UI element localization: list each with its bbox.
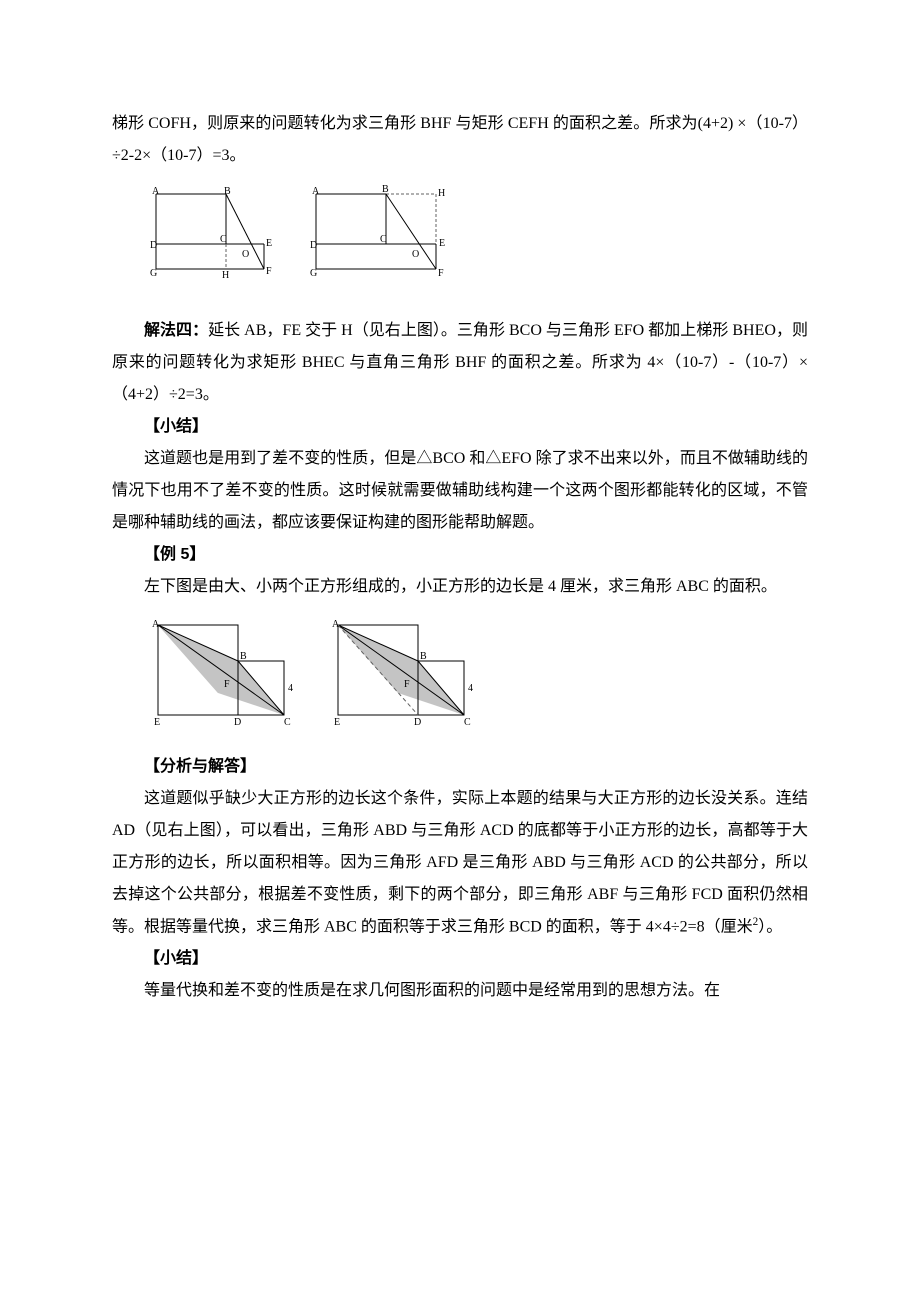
method4-text: 延长 AB，FE 交于 H（见右上图）。三角形 BCO 与三角形 EFO 都加上… <box>112 322 808 403</box>
label-O: O <box>242 249 249 260</box>
paragraph-method4: 解法四：延长 AB，FE 交于 H（见右上图）。三角形 BCO 与三角形 EFO… <box>112 315 808 411</box>
label-B: B <box>420 651 427 662</box>
label-C: C <box>220 234 227 245</box>
label-G: G <box>310 268 317 279</box>
label-C: C <box>380 234 387 245</box>
paragraph-analysis: 这道题似乎缺少大正方形的边长这个条件，实际上本题的结果与大正方形的边长没关系。连… <box>112 783 808 943</box>
figure-1-left: A B C D E F G H O <box>146 184 286 299</box>
analysis-text-b: ）。 <box>758 918 782 935</box>
label-C: C <box>464 717 471 728</box>
label-C: C <box>284 717 291 728</box>
label-E: E <box>154 717 160 728</box>
figure-1-right: A B H C D E F G O <box>306 184 466 299</box>
label-side: 4 <box>288 683 293 694</box>
document-page: 梯形 COFH，则原来的问题转化为求三角形 BHF 与矩形 CEFH 的面积之差… <box>0 0 920 1302</box>
analysis-text-a: 这道题似乎缺少大正方形的边长这个条件，实际上本题的结果与大正方形的边长没关系。连… <box>112 790 808 935</box>
label-E: E <box>439 238 445 249</box>
heading-summary-2: 【小结】 <box>112 943 808 975</box>
paragraph-summary-2: 等量代换和差不变的性质是在求几何图形面积的问题中是经常用到的思想方法。在 <box>112 975 808 1007</box>
label-B: B <box>240 651 247 662</box>
label-E: E <box>266 238 272 249</box>
label-E: E <box>334 717 340 728</box>
paragraph-summary-1: 这道题也是用到了差不变的性质，但是△BCO 和△EFO 除了求不出来以外，而且不… <box>112 443 808 539</box>
label-A: A <box>332 619 340 630</box>
method4-label: 解法四： <box>144 322 208 339</box>
label-B: B <box>382 184 389 195</box>
heading-analysis: 【分析与解答】 <box>112 751 808 783</box>
label-side: 4 <box>468 683 473 694</box>
label-A: A <box>152 619 160 630</box>
figure-row-2: A B C D E F 4 A B <box>146 615 808 735</box>
paragraph-example-5: 左下图是由大、小两个正方形组成的，小正方形的边长是 4 厘米，求三角形 ABC … <box>112 571 808 603</box>
label-O: O <box>412 249 419 260</box>
figure-row-1: A B C D E F G H O <box>146 184 808 299</box>
figure-2-left: A B C D E F 4 <box>146 615 306 735</box>
label-F: F <box>266 266 272 277</box>
label-H: H <box>222 270 229 281</box>
label-F: F <box>438 268 444 279</box>
label-F: F <box>224 679 230 690</box>
label-B: B <box>224 186 231 197</box>
label-A: A <box>312 186 320 197</box>
label-D: D <box>150 240 157 251</box>
heading-summary-1: 【小结】 <box>112 411 808 443</box>
label-D: D <box>234 717 241 728</box>
paragraph-cofh: 梯形 COFH，则原来的问题转化为求三角形 BHF 与矩形 CEFH 的面积之差… <box>112 108 808 172</box>
label-H: H <box>438 188 445 199</box>
label-D: D <box>310 240 317 251</box>
heading-example-5: 【例 5】 <box>112 539 808 571</box>
label-G: G <box>150 268 157 279</box>
label-A: A <box>152 186 160 197</box>
figure-2-right: A B C D E F 4 <box>326 615 486 735</box>
label-F: F <box>404 679 410 690</box>
label-D: D <box>414 717 421 728</box>
